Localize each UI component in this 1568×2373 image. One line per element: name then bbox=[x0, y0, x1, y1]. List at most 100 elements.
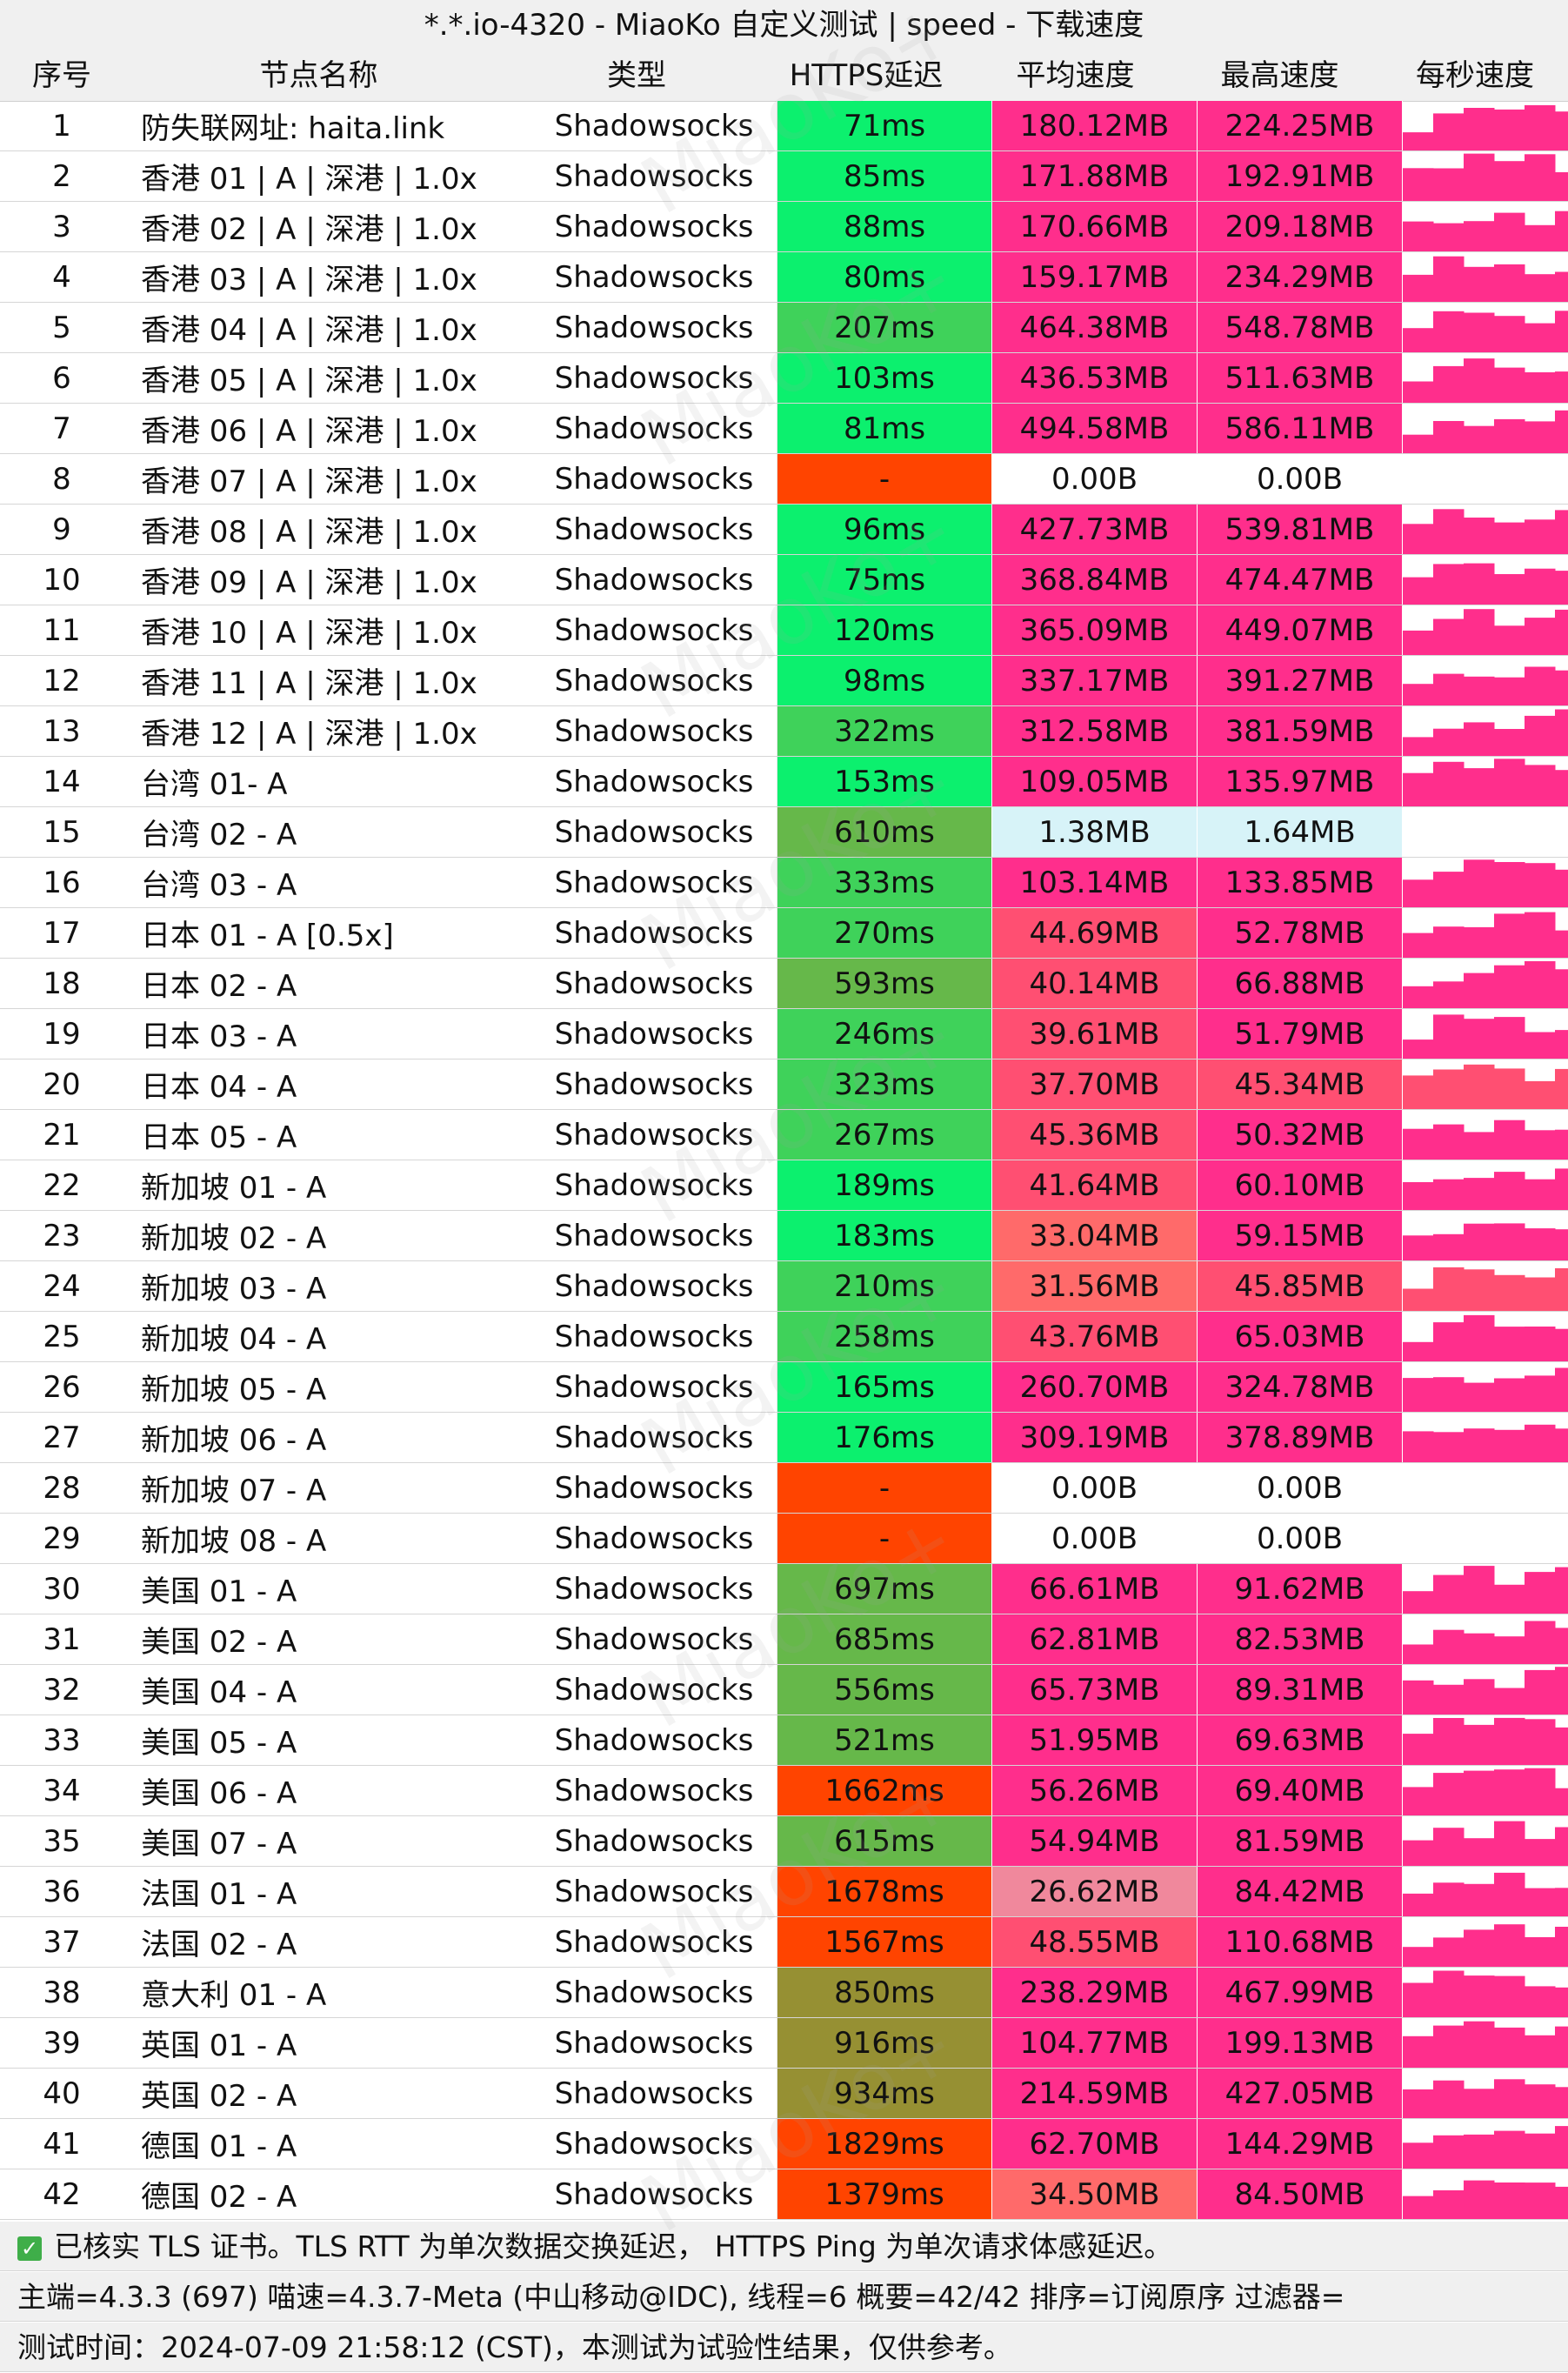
node-type: Shadowsocks bbox=[531, 1563, 777, 1614]
per-second-sparkline bbox=[1402, 1160, 1568, 1211]
node-type: Shadowsocks bbox=[531, 1311, 777, 1362]
avg-speed-cell: 56.26MB bbox=[991, 1765, 1198, 1816]
avg-speed-cell: 368.84MB bbox=[991, 554, 1198, 605]
latency-cell: 246ms bbox=[777, 1008, 992, 1059]
per-second-sparkline bbox=[1402, 2169, 1568, 2220]
max-speed-cell: 66.88MB bbox=[1197, 958, 1403, 1009]
latency-cell: 210ms bbox=[777, 1260, 992, 1312]
row-index: 18 bbox=[0, 958, 123, 1009]
node-name: 美国 01 - A bbox=[123, 1563, 531, 1614]
node-name: 香港 04 | A | 深港 | 1.0x bbox=[123, 302, 531, 353]
node-name: 德国 02 - A bbox=[123, 2169, 531, 2220]
node-name: 日本 02 - A bbox=[123, 958, 531, 1009]
avg-speed-cell: 494.58MB bbox=[991, 403, 1198, 454]
latency-cell: 615ms bbox=[777, 1815, 992, 1867]
max-speed-cell: 0.00B bbox=[1197, 1462, 1403, 1514]
node-name: 法国 02 - A bbox=[123, 1916, 531, 1968]
max-speed-cell: 0.00B bbox=[1197, 1513, 1403, 1564]
per-second-sparkline bbox=[1402, 1664, 1568, 1715]
per-second-sparkline bbox=[1402, 1765, 1568, 1816]
node-name: 香港 07 | A | 深港 | 1.0x bbox=[123, 453, 531, 505]
node-type: Shadowsocks bbox=[531, 504, 777, 555]
latency-cell: - bbox=[777, 1462, 992, 1514]
table-row: 34 美国 06 - A Shadowsocks 1662ms 56.26MB 69.40… bbox=[0, 1765, 1568, 1816]
latency-cell: 81ms bbox=[777, 403, 992, 454]
latency-cell: 323ms bbox=[777, 1059, 992, 1110]
row-index: 9 bbox=[0, 504, 123, 555]
avg-speed-cell: 436.53MB bbox=[991, 352, 1198, 404]
node-type: Shadowsocks bbox=[531, 1664, 777, 1715]
row-index: 12 bbox=[0, 655, 123, 706]
per-second-sparkline bbox=[1402, 1715, 1568, 1766]
per-second-sparkline bbox=[1402, 201, 1568, 252]
node-type: Shadowsocks bbox=[531, 655, 777, 706]
row-index: 22 bbox=[0, 1160, 123, 1211]
footer-line-2: 主端=4.3.3 (697) 喵速=4.3.7-Meta (中山移动@IDC),… bbox=[0, 2272, 1568, 2322]
row-index: 36 bbox=[0, 1866, 123, 1917]
row-index: 20 bbox=[0, 1059, 123, 1110]
node-name: 香港 10 | A | 深港 | 1.0x bbox=[123, 605, 531, 656]
table-row: 29 新加坡 08 - A Shadowsocks -0.00B 0.00B bbox=[0, 1513, 1568, 1564]
node-name: 香港 06 | A | 深港 | 1.0x bbox=[123, 403, 531, 454]
node-type: Shadowsocks bbox=[531, 806, 777, 858]
row-index: 30 bbox=[0, 1563, 123, 1614]
node-type: Shadowsocks bbox=[531, 756, 777, 807]
row-index: 4 bbox=[0, 251, 123, 303]
latency-cell: 103ms bbox=[777, 352, 992, 404]
table-row: 2 香港 01 | A | 深港 | 1.0x Shadowsocks 85ms 171… bbox=[0, 150, 1568, 202]
table-row: 22 新加坡 01 - A Shadowsocks 189ms 41.64MB 60.10… bbox=[0, 1160, 1568, 1211]
max-speed-cell: 192.91MB bbox=[1197, 150, 1403, 202]
table-row: 20 日本 04 - A Shadowsocks 323ms 37.70MB 45.34M… bbox=[0, 1059, 1568, 1110]
node-type: Shadowsocks bbox=[531, 352, 777, 404]
table-row: 6 香港 05 | A | 深港 | 1.0x Shadowsocks 103ms 43… bbox=[0, 352, 1568, 404]
table-row: 38 意大利 01 - A Shadowsocks 850ms 238.29MB 467.… bbox=[0, 1967, 1568, 2018]
latency-cell: - bbox=[777, 1513, 992, 1564]
node-name: 新加坡 07 - A bbox=[123, 1462, 531, 1514]
row-index: 19 bbox=[0, 1008, 123, 1059]
row-index: 42 bbox=[0, 2169, 123, 2220]
node-type: Shadowsocks bbox=[531, 2017, 777, 2069]
node-type: Shadowsocks bbox=[531, 2169, 777, 2220]
latency-cell: 850ms bbox=[777, 1967, 992, 2018]
node-type: Shadowsocks bbox=[531, 1008, 777, 1059]
node-type: Shadowsocks bbox=[531, 1361, 777, 1413]
row-index: 34 bbox=[0, 1765, 123, 1816]
report-title: *.*.io-4320 - MiaoKo 自定义测试 | speed - 下载速… bbox=[0, 0, 1568, 51]
node-name: 美国 02 - A bbox=[123, 1614, 531, 1665]
latency-cell: 1678ms bbox=[777, 1866, 992, 1917]
node-type: Shadowsocks bbox=[531, 1210, 777, 1261]
per-second-sparkline bbox=[1402, 403, 1568, 454]
table-row: 28 新加坡 07 - A Shadowsocks -0.00B 0.00B bbox=[0, 1462, 1568, 1514]
node-name: 香港 08 | A | 深港 | 1.0x bbox=[123, 504, 531, 555]
table-row: 39 英国 01 - A Shadowsocks 916ms 104.77MB 199.1… bbox=[0, 2017, 1568, 2069]
latency-cell: 258ms bbox=[777, 1311, 992, 1362]
latency-cell: 333ms bbox=[777, 857, 992, 908]
node-type: Shadowsocks bbox=[531, 1260, 777, 1312]
max-speed-cell: 84.50MB bbox=[1197, 2169, 1403, 2220]
max-speed-cell: 45.34MB bbox=[1197, 1059, 1403, 1110]
checkbox-icon: ✓ bbox=[17, 2236, 42, 2261]
table-row: 31 美国 02 - A Shadowsocks 685ms 62.81MB 82.53M… bbox=[0, 1614, 1568, 1665]
row-index: 1 bbox=[0, 101, 123, 151]
latency-cell: 934ms bbox=[777, 2068, 992, 2119]
avg-speed-cell: 214.59MB bbox=[991, 2068, 1198, 2119]
row-index: 15 bbox=[0, 806, 123, 858]
per-second-sparkline bbox=[1402, 101, 1568, 151]
avg-speed-cell: 31.56MB bbox=[991, 1260, 1198, 1312]
per-second-sparkline bbox=[1402, 453, 1568, 505]
table-header: 序号 节点名称 类型 HTTPS延迟 平均速度 最高速度 每秒速度 bbox=[0, 50, 1568, 102]
node-name: 新加坡 08 - A bbox=[123, 1513, 531, 1564]
node-name: 香港 05 | A | 深港 | 1.0x bbox=[123, 352, 531, 404]
table-row: 18 日本 02 - A Shadowsocks 593ms 40.14MB 66.88M… bbox=[0, 958, 1568, 1009]
table-row: 32 美国 04 - A Shadowsocks 556ms 65.73MB 89.31M… bbox=[0, 1664, 1568, 1715]
row-index: 21 bbox=[0, 1109, 123, 1160]
latency-cell: 1829ms bbox=[777, 2118, 992, 2169]
table-row: 41 德国 01 - A Shadowsocks 1829ms 62.70MB 144.2… bbox=[0, 2118, 1568, 2169]
row-index: 32 bbox=[0, 1664, 123, 1715]
node-type: Shadowsocks bbox=[531, 705, 777, 757]
avg-speed-cell: 109.05MB bbox=[991, 756, 1198, 807]
max-speed-cell: 391.27MB bbox=[1197, 655, 1403, 706]
col-header-latency: HTTPS延迟 bbox=[789, 58, 944, 93]
per-second-sparkline bbox=[1402, 958, 1568, 1009]
per-second-sparkline bbox=[1402, 150, 1568, 202]
